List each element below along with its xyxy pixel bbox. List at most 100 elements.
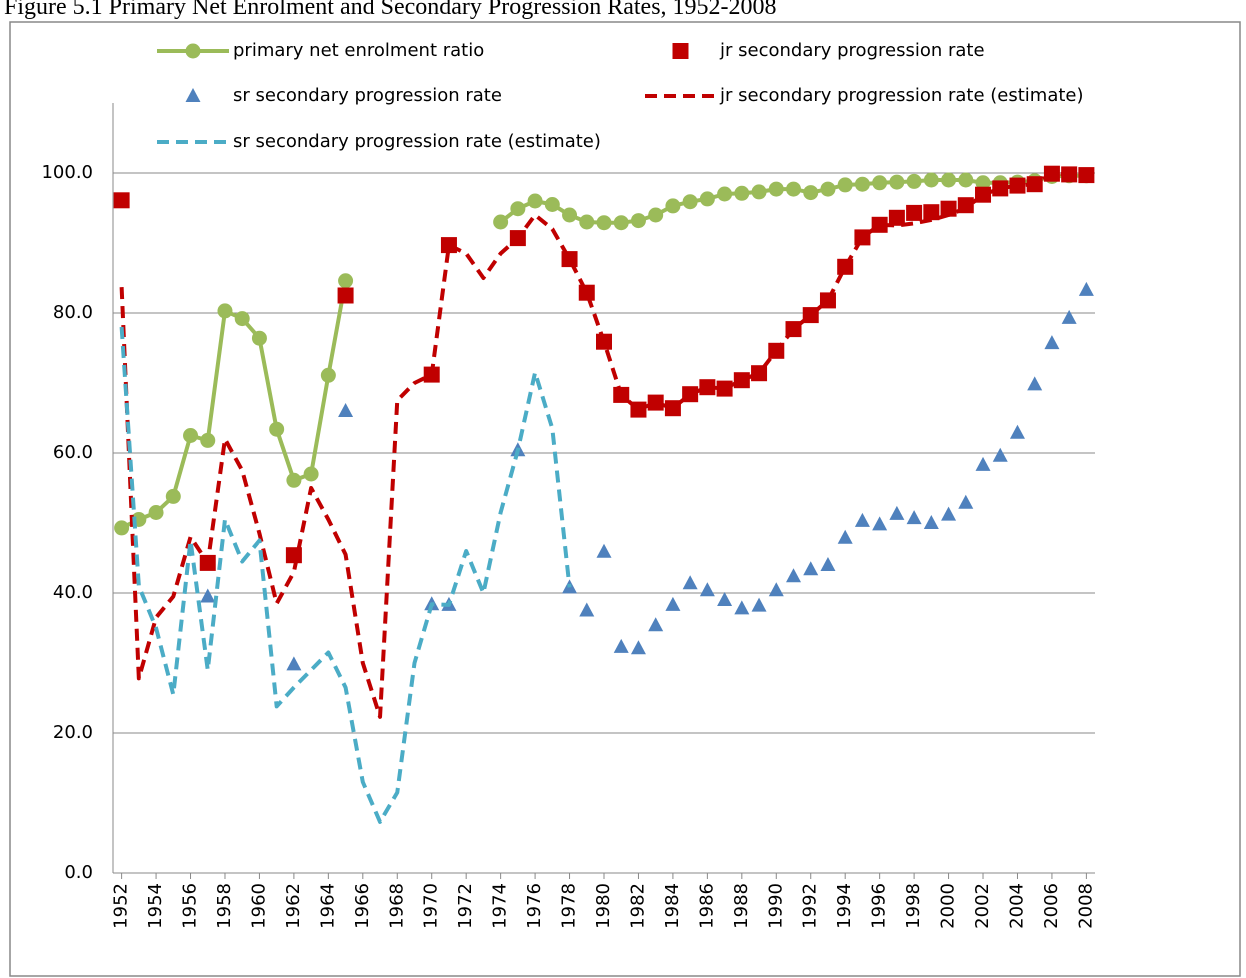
y-tick-label: 80.0 (53, 302, 93, 323)
data-point (544, 197, 560, 212)
data-point (803, 561, 819, 576)
data-point (751, 597, 767, 612)
x-tick-label: 1986 (696, 883, 717, 929)
data-point (923, 172, 939, 188)
x-tick-label: 1958 (214, 883, 235, 929)
data-point (286, 656, 302, 671)
data-point (803, 185, 819, 201)
series-line (119, 171, 1087, 719)
data-point (303, 466, 319, 482)
data-point (613, 215, 629, 231)
data-point (820, 557, 836, 571)
data-point (630, 640, 646, 655)
data-point (630, 213, 646, 229)
data-point (786, 568, 802, 583)
data-point (165, 488, 181, 504)
data-point (768, 582, 784, 597)
data-point (596, 543, 612, 558)
data-point (114, 520, 130, 536)
data-point (958, 172, 974, 188)
x-tick-label: 1992 (800, 883, 821, 929)
chart-title: Figure 5.1 Primary Net Enrolment and Sec… (4, 0, 777, 20)
data-point (217, 303, 233, 319)
x-tick-label: 1960 (248, 883, 269, 929)
data-point (200, 588, 216, 603)
legend-label: sr secondary progression rate (estimate) (233, 131, 601, 152)
chart-frame (9, 21, 1241, 977)
data-point (889, 174, 905, 190)
legend-label: sr secondary progression rate (233, 85, 502, 106)
data-point (338, 403, 354, 417)
x-tick-label: 1962 (283, 883, 304, 929)
data-point (493, 214, 509, 230)
y-tick-label: 40.0 (53, 582, 93, 603)
x-tick-label: 1952 (111, 883, 132, 929)
data-point (888, 209, 905, 226)
x-tick-label: 2002 (972, 883, 993, 929)
data-point (941, 506, 957, 521)
data-point (200, 432, 216, 448)
data-point (958, 494, 974, 509)
data-point (286, 472, 302, 488)
data-point (1009, 424, 1025, 439)
data-point (648, 207, 664, 223)
legend-marker (185, 88, 201, 102)
data-point (733, 372, 750, 389)
data-point (717, 186, 733, 202)
data-point (975, 175, 991, 191)
data-point (751, 184, 767, 200)
data-point (510, 201, 526, 217)
data-point (837, 177, 853, 193)
data-point (699, 379, 716, 396)
x-tick-label: 1970 (421, 883, 442, 929)
x-tick-label: 1966 (352, 883, 373, 929)
data-point (940, 200, 957, 217)
series-line (119, 326, 572, 824)
data-point (975, 456, 991, 471)
x-tick-label: 1964 (317, 883, 338, 929)
data-point (648, 617, 664, 632)
data-point (579, 214, 595, 230)
data-point (854, 512, 870, 527)
data-point (113, 192, 130, 209)
data-point (906, 204, 923, 221)
data-point (234, 311, 250, 327)
x-tick-label: 1990 (765, 883, 786, 929)
x-tick-label: 1976 (524, 883, 545, 929)
x-tick-label: 1978 (559, 883, 580, 929)
data-point (579, 602, 595, 617)
x-tick-label: 2006 (1041, 883, 1062, 929)
x-tick-label: 1998 (903, 883, 924, 929)
data-point (717, 592, 733, 606)
y-tick-label: 60.0 (53, 442, 93, 463)
x-tick-label: 2000 (938, 883, 959, 929)
y-tick-label: 20.0 (53, 722, 93, 743)
y-tick-label: 0.0 (64, 862, 93, 883)
data-point (734, 600, 750, 615)
data-point (716, 380, 733, 397)
data-point (665, 596, 681, 611)
y-tick-label: 100.0 (41, 162, 93, 183)
data-point (561, 251, 578, 268)
x-tick-label: 1988 (731, 883, 752, 929)
data-point (837, 258, 854, 275)
data-point (613, 638, 629, 653)
data-point (923, 204, 940, 221)
data-point (337, 287, 354, 304)
x-tick-label: 1956 (180, 883, 201, 929)
x-tick-label: 1954 (145, 883, 166, 929)
data-point (1078, 281, 1094, 296)
legend-marker (185, 43, 201, 59)
data-point (338, 273, 354, 289)
data-point (734, 185, 750, 201)
data-point (751, 365, 768, 382)
data-point (183, 428, 199, 443)
data-point (251, 330, 267, 346)
data-point (682, 194, 698, 210)
data-point (923, 515, 939, 529)
data-point (562, 207, 578, 223)
data-point (872, 516, 888, 531)
data-point (665, 198, 681, 214)
x-tick-label: 1994 (834, 883, 855, 929)
